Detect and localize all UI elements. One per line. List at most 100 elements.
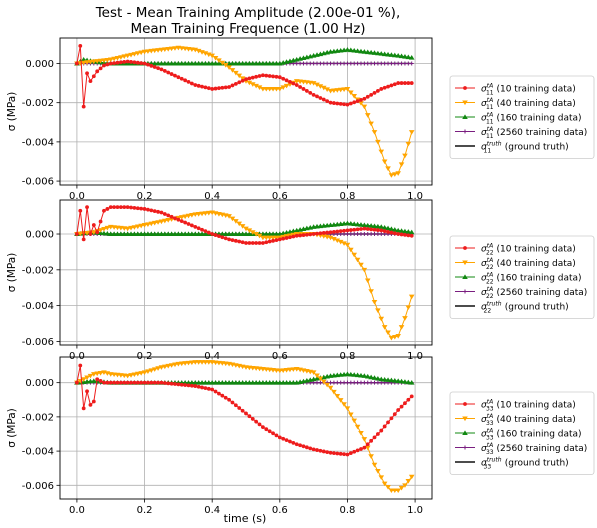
data-point <box>257 241 262 245</box>
data-point <box>165 363 172 369</box>
legend-label: σtA 11 (2560 training data) <box>481 126 587 140</box>
data-point <box>239 224 246 229</box>
data-point <box>379 428 384 433</box>
figure-title-line-2: Mean Training Frequence (1.00 Hz) <box>130 21 366 37</box>
data-point <box>371 50 378 55</box>
data-point <box>155 366 161 371</box>
y-tick-label: -0.004 <box>22 447 54 458</box>
data-point <box>365 94 370 99</box>
legend-label: σtA 22 (40 training data) <box>481 257 576 271</box>
data-point <box>240 408 245 413</box>
data-point <box>389 83 394 88</box>
data-point <box>115 60 120 65</box>
data-point <box>317 376 324 382</box>
legend-marker <box>462 114 468 119</box>
x-tick-label: 0.2 <box>137 505 153 516</box>
data-point <box>315 61 320 66</box>
data-point <box>382 85 387 90</box>
data-point <box>362 232 367 237</box>
data-point <box>348 228 353 232</box>
data-point <box>132 380 137 385</box>
data-point <box>186 222 191 226</box>
data-point <box>324 382 330 388</box>
data-point <box>345 232 350 237</box>
data-point <box>361 267 368 273</box>
data-point <box>186 383 191 388</box>
data-point <box>382 424 387 429</box>
data-point <box>328 450 333 455</box>
data-point <box>358 61 363 66</box>
data-point <box>84 60 90 65</box>
legend-label: σtA 22 (160 training data) <box>481 272 582 286</box>
data-point <box>132 205 137 210</box>
data-point <box>222 63 229 68</box>
x-tick-label: 0.6 <box>272 191 288 202</box>
data-point <box>172 362 178 368</box>
x-axis-label: time (s) <box>224 512 267 525</box>
data-point <box>85 71 89 76</box>
data-point <box>203 386 208 391</box>
data-point <box>351 47 358 53</box>
data-point <box>134 51 141 56</box>
data-point <box>364 278 371 284</box>
data-point <box>196 384 201 389</box>
data-point <box>131 225 138 230</box>
data-point <box>78 363 83 368</box>
y-axis-label: σ (MPa) <box>6 408 18 448</box>
data-point <box>321 231 326 235</box>
legend-box <box>449 235 595 319</box>
data-point <box>277 368 283 374</box>
data-point <box>253 83 259 89</box>
data-point <box>230 83 235 88</box>
data-point <box>408 55 415 60</box>
data-point <box>405 229 412 234</box>
data-point <box>284 236 289 240</box>
data-point <box>395 334 401 339</box>
legend-marker <box>463 129 467 134</box>
data-point <box>166 213 171 218</box>
data-point <box>338 61 343 66</box>
data-point <box>409 394 414 399</box>
data-point <box>301 61 306 66</box>
data-point <box>141 370 148 375</box>
legend-label: σtA 22 (2560 training data) <box>481 286 587 300</box>
data-point <box>327 88 334 94</box>
data-point <box>288 235 292 240</box>
legend-marker <box>463 86 467 90</box>
data-point <box>354 221 361 227</box>
data-point <box>368 49 374 55</box>
data-point <box>388 377 395 383</box>
data-point <box>334 394 341 399</box>
data-point <box>125 59 130 64</box>
data-point <box>304 61 309 66</box>
data-point <box>358 48 364 54</box>
data-point <box>369 61 374 66</box>
data-point <box>108 61 113 66</box>
data-point <box>337 398 344 403</box>
data-point <box>196 83 201 88</box>
data-point <box>395 488 401 494</box>
data-point <box>352 380 357 385</box>
data-point <box>200 227 204 232</box>
data-point <box>97 370 104 376</box>
data-point <box>274 238 279 242</box>
data-point <box>365 442 370 447</box>
data-point <box>121 54 128 60</box>
data-point <box>345 452 350 457</box>
legend-box <box>449 391 595 475</box>
data-point <box>151 48 158 54</box>
data-point <box>264 427 269 432</box>
data-point <box>352 232 357 237</box>
legend: σtA 22 (10 training data)σtA 22 (40 traini… <box>449 235 595 319</box>
data-point <box>152 65 157 69</box>
data-point <box>95 230 100 235</box>
data-point <box>80 231 87 236</box>
data-point <box>146 380 150 385</box>
data-point <box>389 416 394 421</box>
data-point <box>284 438 289 443</box>
data-point <box>355 227 360 232</box>
data-point <box>378 475 385 480</box>
data-point <box>344 242 351 248</box>
data-point <box>361 104 368 110</box>
data-point <box>338 229 343 234</box>
